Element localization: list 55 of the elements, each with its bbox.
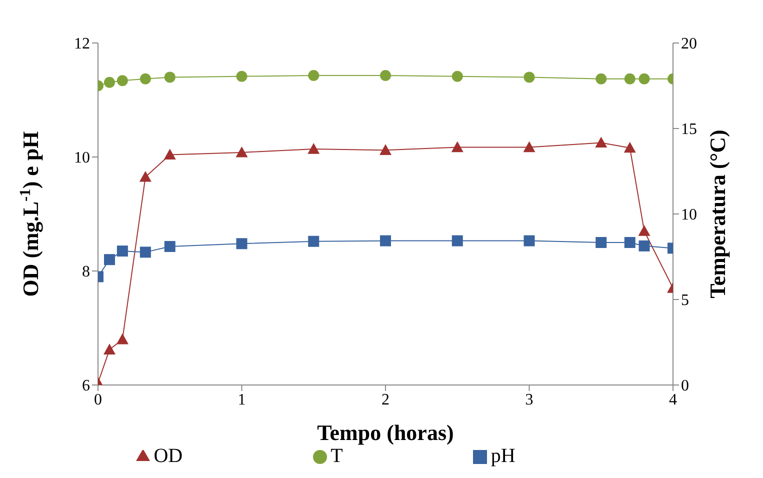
y2-tick-label: 15 [681, 121, 697, 138]
point [236, 70, 248, 82]
point [164, 240, 176, 252]
point [624, 142, 636, 153]
point [524, 72, 535, 83]
y-tick-label: 12 [74, 36, 90, 53]
point [638, 225, 650, 236]
point [104, 76, 115, 88]
point [596, 237, 607, 248]
point [116, 75, 128, 86]
point [452, 70, 463, 82]
point [524, 235, 535, 246]
point [116, 333, 128, 344]
x-tick-label: 1 [238, 391, 246, 408]
point [104, 344, 116, 354]
y-tick-label: 8 [82, 264, 90, 281]
legend-label: T [330, 445, 343, 467]
y2-tick-label: 20 [681, 36, 697, 53]
x-tick-label: 2 [382, 391, 390, 408]
x-tick-label: 3 [525, 391, 534, 408]
point [452, 235, 463, 246]
point [308, 143, 320, 154]
point [308, 236, 320, 247]
point [140, 73, 151, 84]
y2-tick-label: 10 [681, 206, 697, 224]
point [139, 170, 152, 182]
point [140, 246, 151, 258]
x-tick-label: 4 [669, 391, 677, 408]
point [624, 73, 636, 84]
x-tick-label: 0 [94, 391, 102, 408]
y2-tick-label: 0 [681, 378, 689, 395]
point [595, 136, 608, 148]
y2-tick-label: 5 [681, 292, 689, 310]
point [596, 73, 607, 84]
point [380, 70, 391, 81]
y-tick-label: 10 [74, 150, 90, 167]
x-axis-title: Tempo (horas) [317, 420, 454, 445]
point [116, 246, 128, 257]
point [308, 70, 320, 81]
point [236, 146, 248, 158]
point [451, 141, 464, 152]
legend-label: OD [154, 445, 183, 467]
y-tick-label: 6 [82, 378, 90, 395]
point [638, 240, 650, 252]
point [236, 238, 248, 250]
point [624, 237, 636, 248]
point [380, 144, 392, 155]
point [104, 254, 115, 266]
y2-axis-title: Temperatura (°C) [705, 130, 730, 298]
point [164, 148, 176, 160]
point [380, 235, 391, 246]
point [523, 141, 536, 152]
legend-label: pH [490, 445, 516, 467]
point [164, 72, 176, 83]
point [638, 73, 650, 84]
